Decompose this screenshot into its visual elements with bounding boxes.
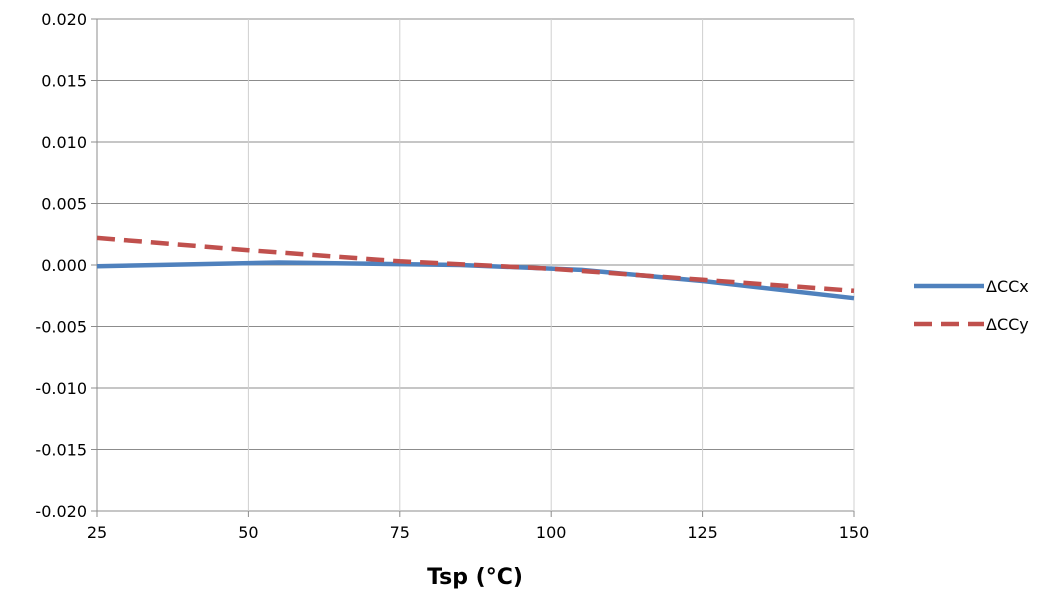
legend: ΔCCx ΔCCy <box>914 277 1029 334</box>
x-tick-label: 75 <box>390 523 410 542</box>
x-axis-title: Tsp (°C) <box>427 565 523 590</box>
series-line <box>96 235 855 294</box>
series-lines <box>96 235 855 301</box>
y-tick-label: 0.005 <box>41 195 87 214</box>
x-tick-label: 25 <box>87 523 107 542</box>
y-tick-label: -0.020 <box>35 502 87 521</box>
x-tick-label: 50 <box>238 523 258 542</box>
legend-label: ΔCCx <box>986 277 1029 296</box>
y-tick-label: -0.015 <box>35 441 87 460</box>
series-line <box>96 260 855 301</box>
y-tick-label: 0.015 <box>41 72 87 91</box>
y-tick-label: -0.010 <box>35 379 87 398</box>
y-tick-label: 0.010 <box>41 133 87 152</box>
x-tick-label: 100 <box>536 523 567 542</box>
x-tick-label: 150 <box>839 523 870 542</box>
y-tick-label: 0.000 <box>41 256 87 275</box>
x-tick-label: 125 <box>687 523 718 542</box>
tick-labels: 0.020 0.015 0.010 0.005 0.000 -0.005 -0.010 -0.… <box>35 10 869 542</box>
legend-label: ΔCCy <box>986 315 1029 334</box>
y-tick-label: -0.005 <box>35 318 87 337</box>
axes <box>91 18 855 517</box>
y-tick-label: 0.020 <box>41 10 87 29</box>
